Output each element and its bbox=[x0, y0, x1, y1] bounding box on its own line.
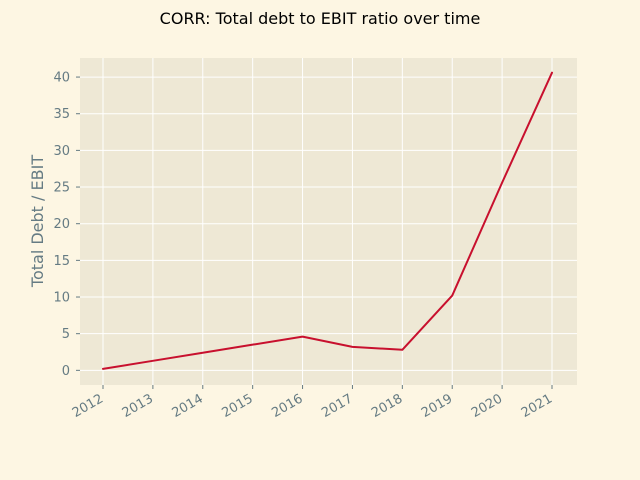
x-tick-label: 2019 bbox=[419, 391, 455, 421]
plot-area bbox=[80, 58, 577, 385]
y-tick-label: 15 bbox=[53, 254, 70, 269]
x-tick-label: 2020 bbox=[469, 391, 505, 421]
y-tick-label: 35 bbox=[53, 107, 70, 122]
x-tick-label: 2021 bbox=[519, 391, 555, 421]
x-tick-label: 2018 bbox=[369, 391, 405, 421]
x-tick-label: 2014 bbox=[170, 391, 206, 421]
x-tick-label: 2017 bbox=[319, 391, 355, 421]
y-axis-label: Total Debt / EBIT bbox=[28, 155, 47, 288]
grid-lines bbox=[80, 58, 577, 385]
y-tick-label: 10 bbox=[53, 291, 70, 306]
series-line-0 bbox=[102, 71, 553, 370]
x-tick-label: 2013 bbox=[120, 391, 156, 421]
y-tick-label: 20 bbox=[53, 217, 70, 232]
x-tick-label: 2016 bbox=[269, 391, 305, 421]
x-tick-label: 2012 bbox=[70, 391, 106, 421]
y-tick-label: 40 bbox=[53, 71, 70, 86]
y-tick-label: 30 bbox=[53, 144, 70, 159]
y-tick-label: 0 bbox=[62, 364, 70, 379]
y-axis-ticks: 0 5 10 15 20 25 30 35 40 bbox=[53, 71, 80, 379]
y-tick-label: 5 bbox=[62, 327, 70, 342]
series-layer bbox=[102, 71, 553, 370]
y-tick-label: 25 bbox=[53, 181, 70, 196]
x-tick-label: 2015 bbox=[220, 391, 256, 421]
x-axis-ticks: 2012 2013 2014 2015 2016 2017 2018 2019 2020 2021 bbox=[70, 385, 555, 421]
chart-title: CORR: Total debt to EBIT ratio over time bbox=[160, 9, 481, 28]
